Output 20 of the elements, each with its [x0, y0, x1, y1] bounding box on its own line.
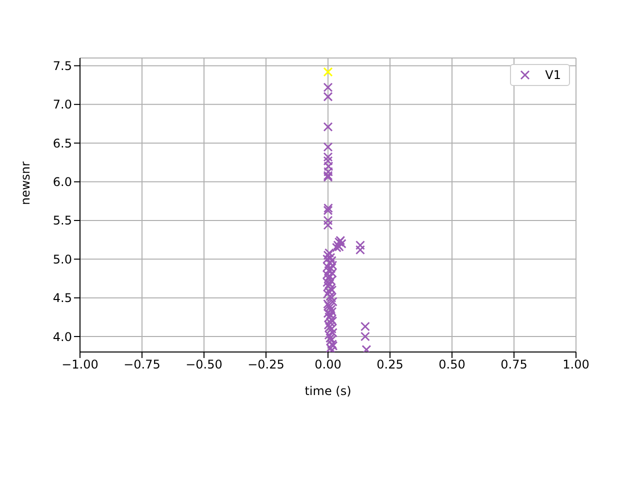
x-tick-label: 0.50 — [438, 358, 466, 372]
y-tick-label: 5.0 — [52, 252, 72, 266]
x-tick-label: 0.75 — [500, 358, 528, 372]
x-tick-label: −1.00 — [62, 358, 98, 372]
y-tick-label: 4.0 — [52, 330, 72, 344]
y-tick-label: 7.0 — [52, 98, 72, 112]
x-tick-label: −0.50 — [186, 358, 222, 372]
legend-label: V1 — [545, 68, 561, 82]
y-tick-label: 5.5 — [52, 214, 72, 228]
y-tick-label: 7.5 — [52, 58, 72, 73]
x-tick-label: 0.25 — [376, 358, 404, 372]
y-tick-label: 6.0 — [52, 175, 72, 190]
x-tick-label: 1.00 — [562, 358, 590, 372]
x-tick-label: −0.75 — [124, 358, 160, 372]
x-tick-label: 0.00 — [314, 358, 342, 372]
x-axis-title: time (s) — [304, 384, 352, 398]
y-tick-label: 6.5 — [52, 136, 72, 150]
y-tick-label: 4.5 — [52, 291, 72, 306]
y-axis-title: newsnr — [18, 161, 32, 205]
x-tick-label: −0.25 — [248, 358, 284, 372]
